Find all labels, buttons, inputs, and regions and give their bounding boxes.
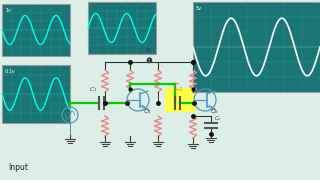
- Text: 1v: 1v: [5, 8, 11, 13]
- Bar: [165, 88, 195, 112]
- Text: 0.1v: 0.1v: [5, 69, 16, 74]
- Text: o: o: [146, 47, 150, 53]
- Bar: [2, 4, 70, 56]
- Bar: [193, 2, 320, 92]
- Text: 5v: 5v: [196, 6, 202, 11]
- Text: $C_1$: $C_1$: [89, 85, 98, 94]
- Text: $Q_2$: $Q_2$: [210, 107, 219, 116]
- Text: $C_2$: $C_2$: [173, 81, 183, 93]
- Text: $C_e$: $C_e$: [214, 114, 222, 123]
- Bar: [88, 2, 156, 54]
- Text: Input: Input: [8, 163, 28, 172]
- Bar: [2, 65, 70, 123]
- Text: $Q_1$: $Q_1$: [143, 107, 152, 116]
